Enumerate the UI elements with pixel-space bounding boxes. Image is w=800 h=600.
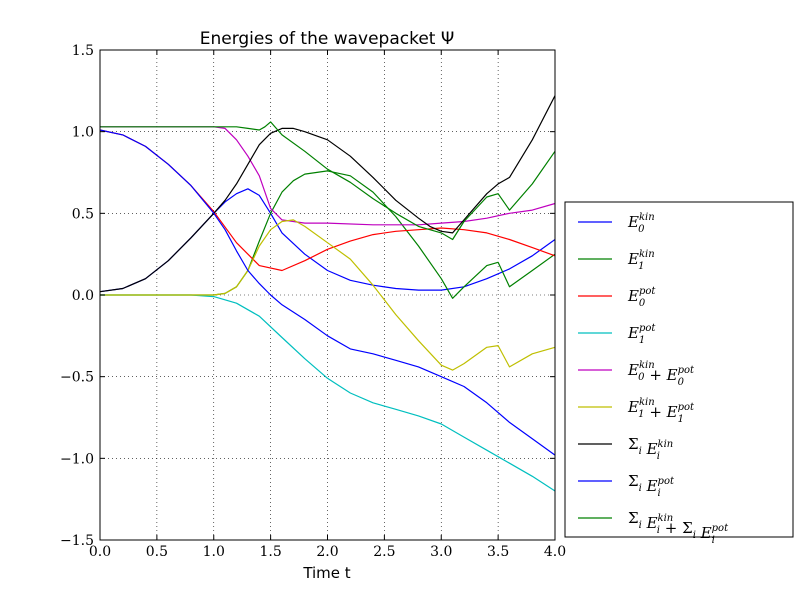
series-lines: [99, 95, 556, 492]
axis-ticks: 0.0 0.5 1.0 1.5 2.0 2.5 3.0 3.5 4.01.51.00.50.0−…: [60, 43, 566, 560]
x-tick-label: 3.5: [487, 544, 509, 560]
y-tick-label: 0.5: [72, 206, 94, 222]
series-line-6: [100, 219, 556, 371]
x-tick-label: 2.0: [316, 544, 338, 560]
legend-label-6: Ekin 1 + Epot 1: [627, 397, 695, 425]
legend-label-4: Epot 1: [627, 323, 656, 346]
y-tick-label: −1.0: [60, 451, 94, 467]
legend: Ekin 0 Ekin 1 Epot 0 Epot 1 Ekin 0 + Epot 0 Ekin 1 +…: [564, 201, 794, 546]
x-tick-label: 3.0: [430, 544, 452, 560]
x-tick-label: 1.5: [259, 544, 281, 560]
legend-label-3: Epot 0: [627, 286, 656, 309]
x-tick-label: 1.0: [203, 544, 225, 560]
x-tick-label: 0.0: [89, 544, 111, 560]
legend-label-2: Ekin 1: [627, 249, 655, 272]
legend-label-5: Ekin 0 + Epot 0: [627, 360, 695, 388]
y-tick-label: 0.0: [72, 288, 94, 304]
x-tick-label: 2.5: [373, 544, 395, 560]
x-axis-label: Time t: [302, 564, 350, 582]
y-tick-label: 1.0: [72, 125, 94, 141]
y-tick-label: −0.5: [60, 370, 94, 386]
legend-label-8: Σi Epot i: [628, 472, 675, 499]
x-tick-label: 4.0: [544, 544, 566, 560]
series-line-7: [99, 95, 556, 293]
x-tick-label: 0.5: [146, 544, 168, 560]
y-tick-label: 1.5: [72, 43, 94, 59]
series-line-8: [99, 129, 556, 456]
legend-label-1: Ekin 0: [627, 212, 655, 235]
chart-title: Energies of the wavepacket Ψ: [200, 29, 455, 49]
series-line-9: [100, 121, 556, 241]
legend-label-9: Σi Ekin i + Σi Epot i: [628, 509, 729, 546]
legend-label-7: Σi Ekin i: [628, 435, 673, 462]
series-line-4: [100, 294, 556, 492]
y-tick-label: −1.5: [60, 533, 94, 549]
